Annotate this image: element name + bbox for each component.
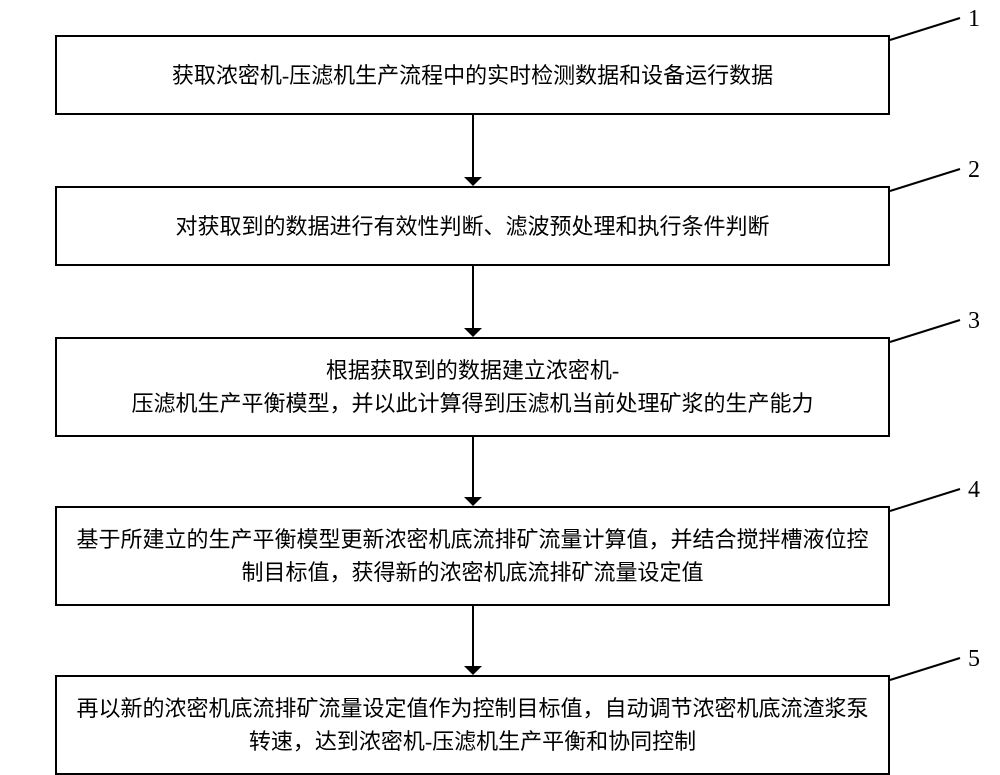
callout-number-3: 3	[968, 308, 980, 335]
callout-number-2: 2	[968, 157, 980, 184]
callout-number-1: 1	[968, 6, 980, 33]
arrow-line	[472, 437, 474, 497]
flowchart-canvas: 获取浓密机-压滤机生产流程中的实时检测数据和设备运行数据对获取到的数据进行有效性…	[0, 0, 1000, 773]
callout-number-4: 4	[968, 477, 980, 504]
arrow-line	[472, 266, 474, 328]
leader-line	[890, 658, 960, 680]
leader-line	[890, 18, 960, 40]
flow-node-text: 根据获取到的数据建立浓密机- 压滤机生产平衡模型，并以此计算得到压滤机当前处理矿…	[131, 354, 813, 420]
flow-node-text: 基于所建立的生产平衡模型更新浓密机底流排矿流量计算值，并结合搅拌槽液位控制目标值…	[67, 523, 878, 589]
flow-node-3: 根据获取到的数据建立浓密机- 压滤机生产平衡模型，并以此计算得到压滤机当前处理矿…	[55, 337, 890, 437]
arrow-head-icon	[464, 328, 482, 337]
leader-line	[890, 169, 960, 191]
flow-node-text: 获取浓密机-压滤机生产流程中的实时检测数据和设备运行数据	[172, 59, 773, 92]
flow-node-text: 再以新的浓密机底流排矿流量设定值作为控制目标值，自动调节浓密机底流渣浆泵转速，达…	[67, 692, 878, 758]
flow-node-1: 获取浓密机-压滤机生产流程中的实时检测数据和设备运行数据	[55, 35, 890, 115]
arrow-head-icon	[464, 177, 482, 186]
callout-number-5: 5	[968, 646, 980, 673]
flow-node-2: 对获取到的数据进行有效性判断、滤波预处理和执行条件判断	[55, 186, 890, 266]
flow-node-4: 基于所建立的生产平衡模型更新浓密机底流排矿流量计算值，并结合搅拌槽液位控制目标值…	[55, 506, 890, 606]
arrow-line	[472, 606, 474, 666]
arrow-head-icon	[464, 666, 482, 675]
flow-node-5: 再以新的浓密机底流排矿流量设定值作为控制目标值，自动调节浓密机底流渣浆泵转速，达…	[55, 675, 890, 775]
arrow-head-icon	[464, 497, 482, 506]
leader-line	[890, 320, 960, 342]
flow-node-text: 对获取到的数据进行有效性判断、滤波预处理和执行条件判断	[175, 210, 769, 243]
arrow-line	[472, 115, 474, 177]
leader-line	[890, 489, 960, 511]
